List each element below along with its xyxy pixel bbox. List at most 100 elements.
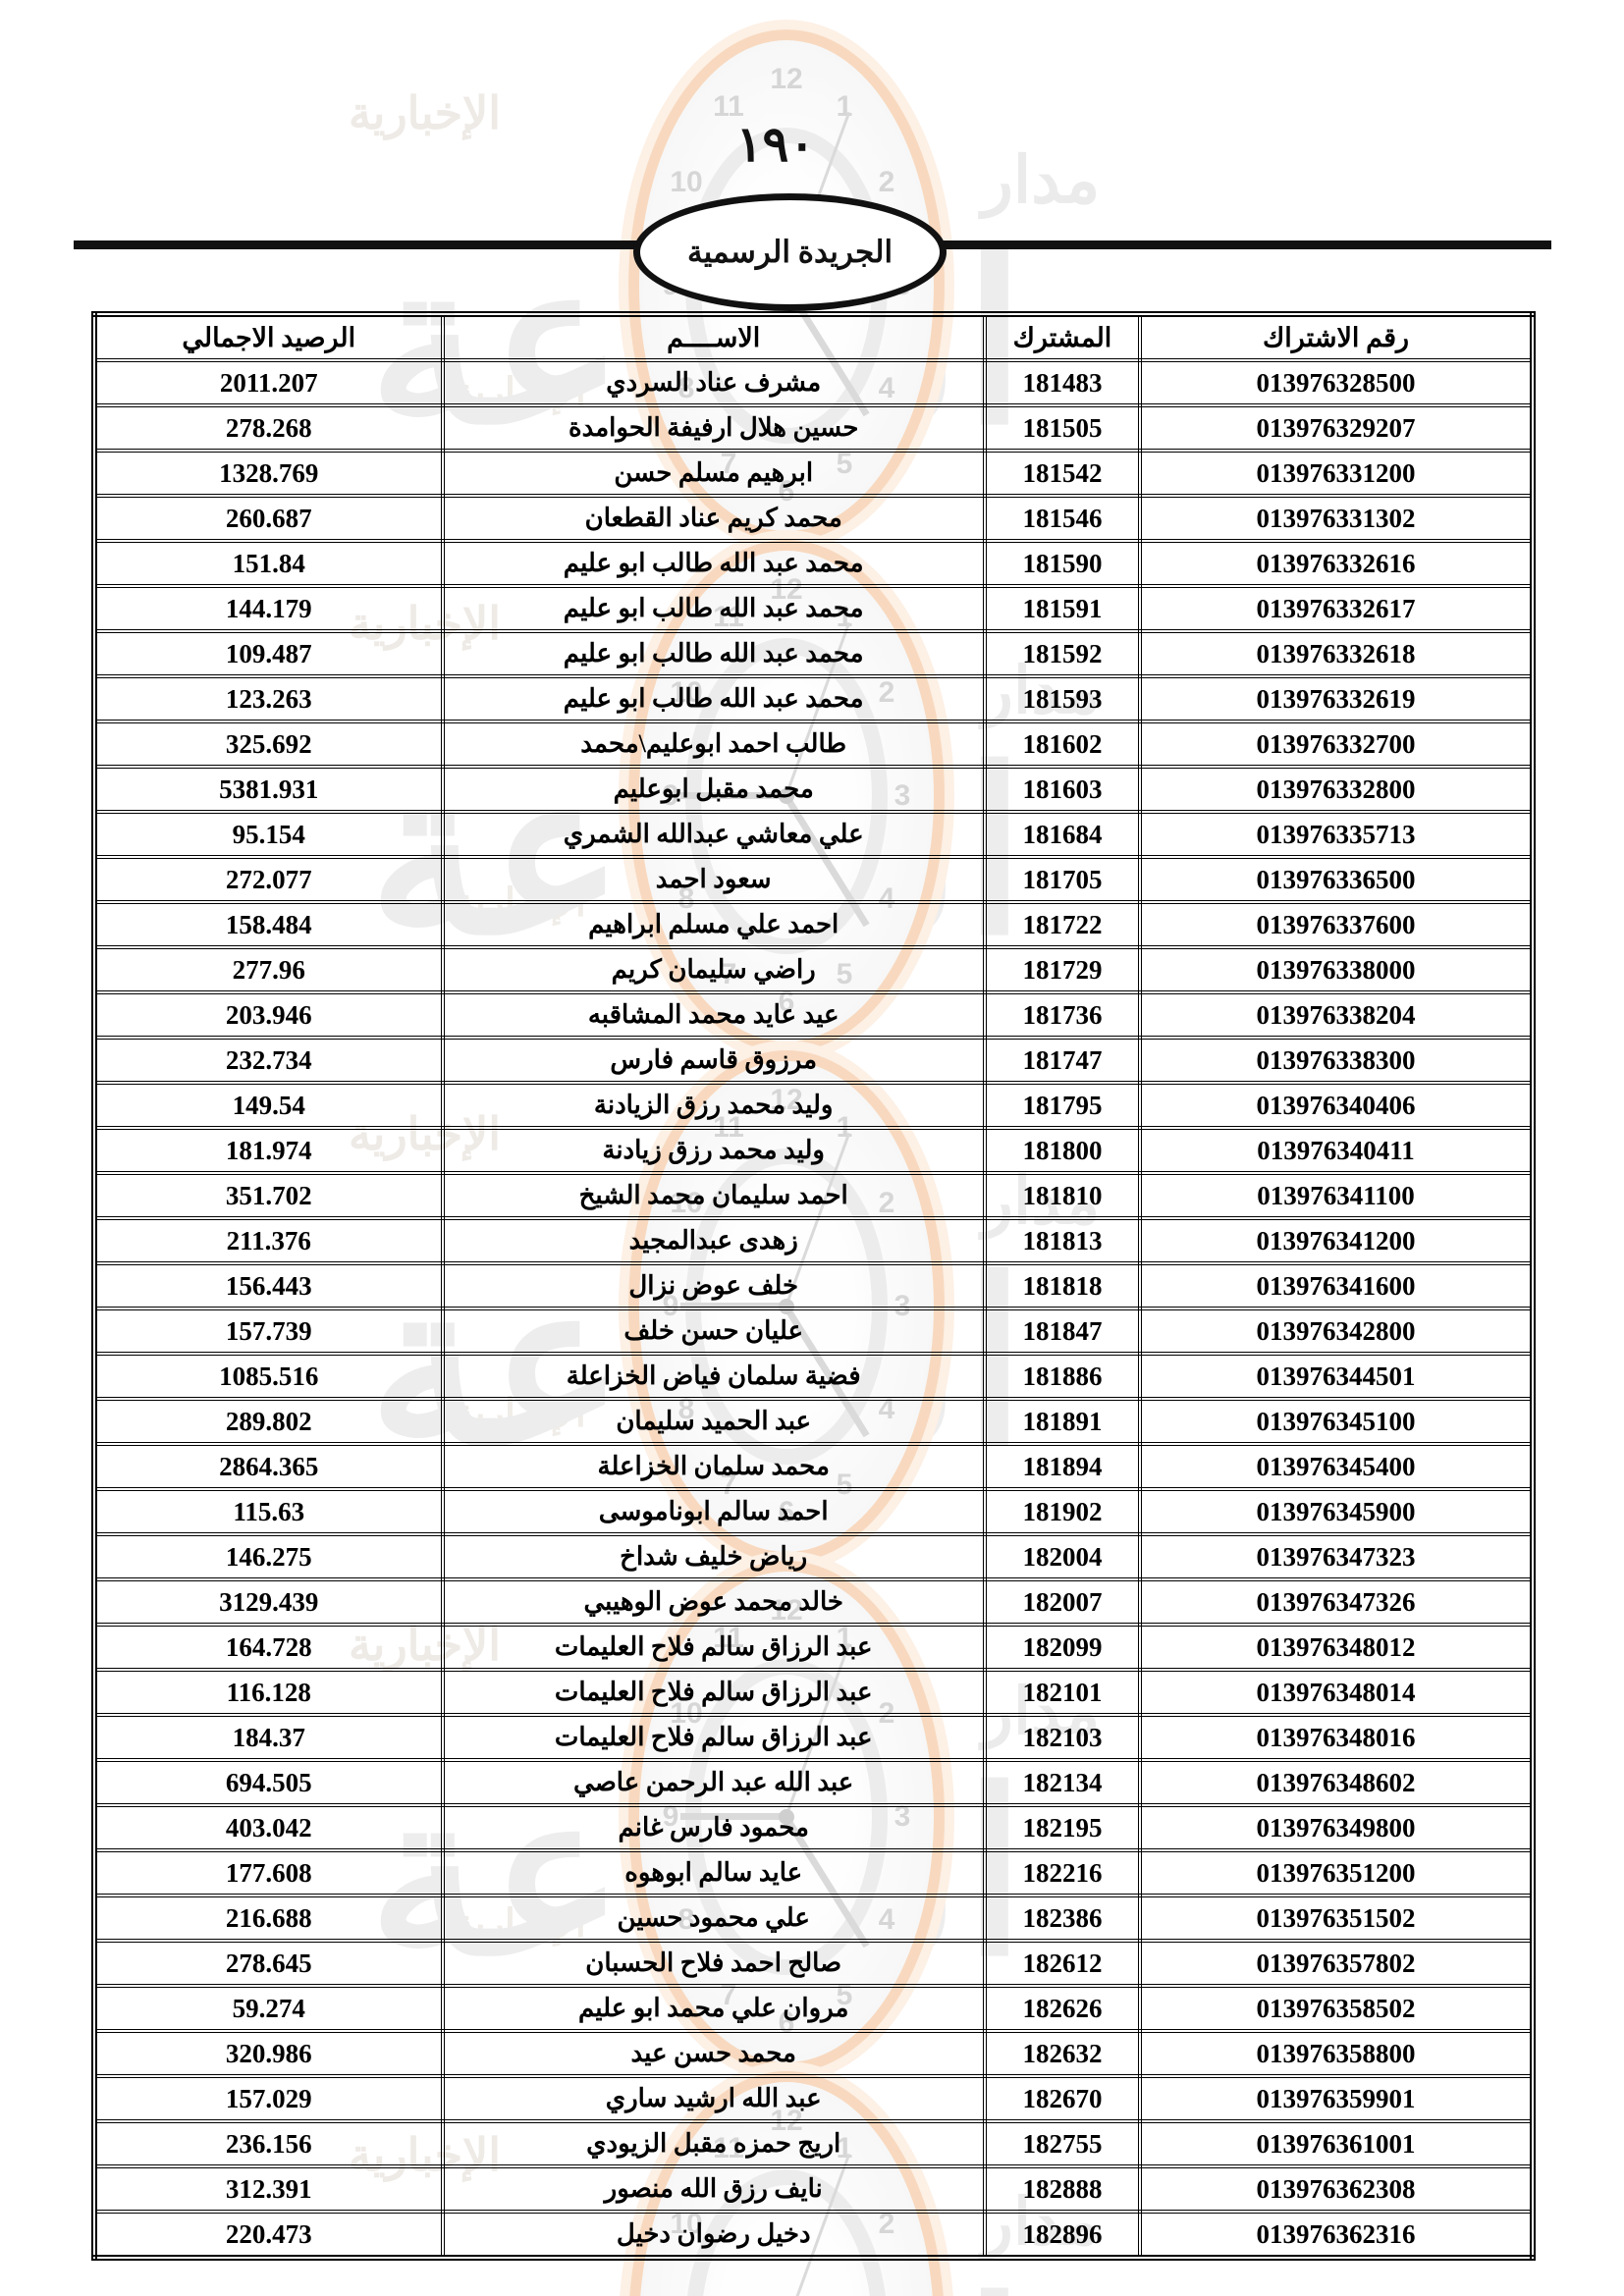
member-number-cell: 182101 xyxy=(982,1668,1143,1717)
subscription-number-cell: 013976358800 xyxy=(1138,2029,1535,2078)
total-balance-cell: 312.391 xyxy=(92,2164,445,2214)
subscription-number-cell: 013976357802 xyxy=(1138,1939,1535,1988)
table-row: 013976338000 181729 راضي سليمان كريم 277… xyxy=(92,945,1535,994)
table-row: 013976345100 181891 عبد الحميد سليمان 28… xyxy=(92,1397,1535,1446)
member-number-cell: 181542 xyxy=(982,449,1143,498)
table-row: 013976337600 181722 احمد علي مسلم ابراهي… xyxy=(92,900,1535,949)
table-row: 013976359901 182670 عبد الله ارشيد ساري … xyxy=(92,2074,1535,2123)
subscriber-name-cell: خالد محمد عوض الوهيبي xyxy=(440,1577,987,1627)
subscription-number-cell: 013976349800 xyxy=(1138,1803,1535,1852)
total-balance-cell: 203.946 xyxy=(92,990,445,1040)
subscriber-name-cell: عبد الرزاق سالم فلاح العليمات xyxy=(440,1623,987,1672)
table-row: 013976335713 181684 علي معاشي عبدالله ال… xyxy=(92,810,1535,859)
table-row: 013976332616 181590 محمد عبد الله طالب ا… xyxy=(92,539,1535,588)
subscriber-name-cell: عليان حسن خلف xyxy=(440,1307,987,1356)
table-row: 013976362316 182896 دخيل رضوان دخيل 220.… xyxy=(92,2210,1535,2260)
subscription-number-cell: 013976351502 xyxy=(1138,1894,1535,1943)
total-balance-cell: 403.042 xyxy=(92,1803,445,1852)
table-row: 013976342800 181847 عليان حسن خلف 157.73… xyxy=(92,1307,1535,1356)
total-balance-cell: 2011.207 xyxy=(92,358,445,407)
member-number-cell: 181902 xyxy=(982,1487,1143,1536)
table-row: 013976351200 182216 عايد سالم ابوهوه 177… xyxy=(92,1848,1535,1897)
subscriber-name-cell: وليد محمد رزق زيادنة xyxy=(440,1126,987,1175)
subscriber-name-cell: محمد عبد الله طالب ابو عليم xyxy=(440,629,987,678)
subscription-number-cell: 013976329207 xyxy=(1138,403,1535,453)
subscription-number-cell: 013976332800 xyxy=(1138,765,1535,814)
table-row: 013976345400 181894 محمد سلمان الخزاعلة … xyxy=(92,1442,1535,1491)
subscription-number-cell: 013976340406 xyxy=(1138,1081,1535,1130)
member-number-cell: 181722 xyxy=(982,900,1143,949)
total-balance-cell: 1328.769 xyxy=(92,449,445,498)
member-number-cell: 181813 xyxy=(982,1216,1143,1265)
member-number-cell: 181591 xyxy=(982,584,1143,633)
subscriber-name-cell: محمد عبد الله طالب ابو عليم xyxy=(440,584,987,633)
subscription-number-cell: 013976340411 xyxy=(1138,1126,1535,1175)
subscription-number-cell: 013976332617 xyxy=(1138,584,1535,633)
total-balance-cell: 95.154 xyxy=(92,810,445,859)
subscription-number-cell: 013976347323 xyxy=(1138,1532,1535,1581)
table-row: 013976332618 181592 محمد عبد الله طالب ا… xyxy=(92,629,1535,678)
member-number-cell: 182670 xyxy=(982,2074,1143,2123)
subscriber-name-cell: علي معاشي عبدالله الشمري xyxy=(440,810,987,859)
table-row: 013976332617 181591 محمد عبد الله طالب ا… xyxy=(92,584,1535,633)
subscriber-name-cell: صالح احمد فلاح الحسبان xyxy=(440,1939,987,1988)
table-row: 013976336500 181705 سعود احمد 272.077 xyxy=(92,855,1535,904)
subscriber-name-cell: عبد الرزاق سالم فلاح العليمات xyxy=(440,1668,987,1717)
total-balance-cell: 123.263 xyxy=(92,674,445,723)
member-number-cell: 182632 xyxy=(982,2029,1143,2078)
total-balance-cell: 151.84 xyxy=(92,539,445,588)
table-row: 013976341100 181810 احمد سليمان محمد الش… xyxy=(92,1171,1535,1220)
subscriber-name-cell: محمد عبد الله طالب ابو عليم xyxy=(440,674,987,723)
subscriber-name-cell: علي محمود حسين xyxy=(440,1894,987,1943)
table-row: 013976340411 181800 وليد محمد رزق زيادنة… xyxy=(92,1126,1535,1175)
member-number-cell: 181602 xyxy=(982,720,1143,769)
table-row: 013976331200 181542 ابرهيم مسلم حسن 1328… xyxy=(92,449,1535,498)
page-number: ١٩٠ xyxy=(735,117,816,172)
total-balance-cell: 278.268 xyxy=(92,403,445,453)
subscriber-name-cell: اريج حمزه مقبل الزيودي xyxy=(440,2119,987,2168)
col-header-member: المشترك xyxy=(982,312,1143,362)
member-number-cell: 182755 xyxy=(982,2119,1143,2168)
table-row: 013976348012 182099 عبد الرزاق سالم فلاح… xyxy=(92,1623,1535,1672)
member-number-cell: 182888 xyxy=(982,2164,1143,2214)
subscription-number-cell: 013976362316 xyxy=(1138,2210,1535,2260)
member-number-cell: 181590 xyxy=(982,539,1143,588)
total-balance-cell: 278.645 xyxy=(92,1939,445,1988)
subscriber-name-cell: طالب احمد ابوعليم\محمد xyxy=(440,720,987,769)
subscriber-name-cell: محمد سلمان الخزاعلة xyxy=(440,1442,987,1491)
subscription-number-cell: 013976336500 xyxy=(1138,855,1535,904)
table-row: 013976338300 181747 مرزوق قاسم فارس 232.… xyxy=(92,1036,1535,1085)
subscriber-name-cell: مروان علي محمد ابو عليم xyxy=(440,1984,987,2033)
table-row: 013976341600 181818 خلف عوض نزال 156.443 xyxy=(92,1261,1535,1310)
member-number-cell: 181736 xyxy=(982,990,1143,1040)
member-number-cell: 181886 xyxy=(982,1352,1143,1401)
member-number-cell: 181593 xyxy=(982,674,1143,723)
subscriber-name-cell: محمد عبد الله طالب ابو عليم xyxy=(440,539,987,588)
member-number-cell: 181603 xyxy=(982,765,1143,814)
watermark-brand-name: مدار xyxy=(982,143,1101,216)
total-balance-cell: 109.487 xyxy=(92,629,445,678)
member-number-cell: 181729 xyxy=(982,945,1143,994)
subscriber-name-cell: خلف عوض نزال xyxy=(440,1261,987,1310)
table-row: 013976347326 182007 خالد محمد عوض الوهيب… xyxy=(92,1577,1535,1627)
member-number-cell: 182386 xyxy=(982,1894,1143,1943)
member-number-cell: 181592 xyxy=(982,629,1143,678)
subscription-number-cell: 013976337600 xyxy=(1138,900,1535,949)
subscriber-name-cell: سعود احمد xyxy=(440,855,987,904)
subscription-number-cell: 013976348602 xyxy=(1138,1758,1535,1807)
subscriber-name-cell: محمود فارس غانم xyxy=(440,1803,987,1852)
total-balance-cell: 164.728 xyxy=(92,1623,445,1672)
subscription-number-cell: 013976358502 xyxy=(1138,1984,1535,2033)
total-balance-cell: 236.156 xyxy=(92,2119,445,2168)
subscriber-name-cell: عبد الحميد سليمان xyxy=(440,1397,987,1446)
subscription-number-cell: 013976341200 xyxy=(1138,1216,1535,1265)
total-balance-cell: 272.077 xyxy=(92,855,445,904)
total-balance-cell: 158.484 xyxy=(92,900,445,949)
total-balance-cell: 1085.516 xyxy=(92,1352,445,1401)
subscriber-name-cell: احمد سليمان محمد الشيخ xyxy=(440,1171,987,1220)
member-number-cell: 181684 xyxy=(982,810,1143,859)
subscription-number-cell: 013976332700 xyxy=(1138,720,1535,769)
total-balance-cell: 351.702 xyxy=(92,1171,445,1220)
subscription-number-cell: 013976342800 xyxy=(1138,1307,1535,1356)
total-balance-cell: 220.473 xyxy=(92,2210,445,2260)
